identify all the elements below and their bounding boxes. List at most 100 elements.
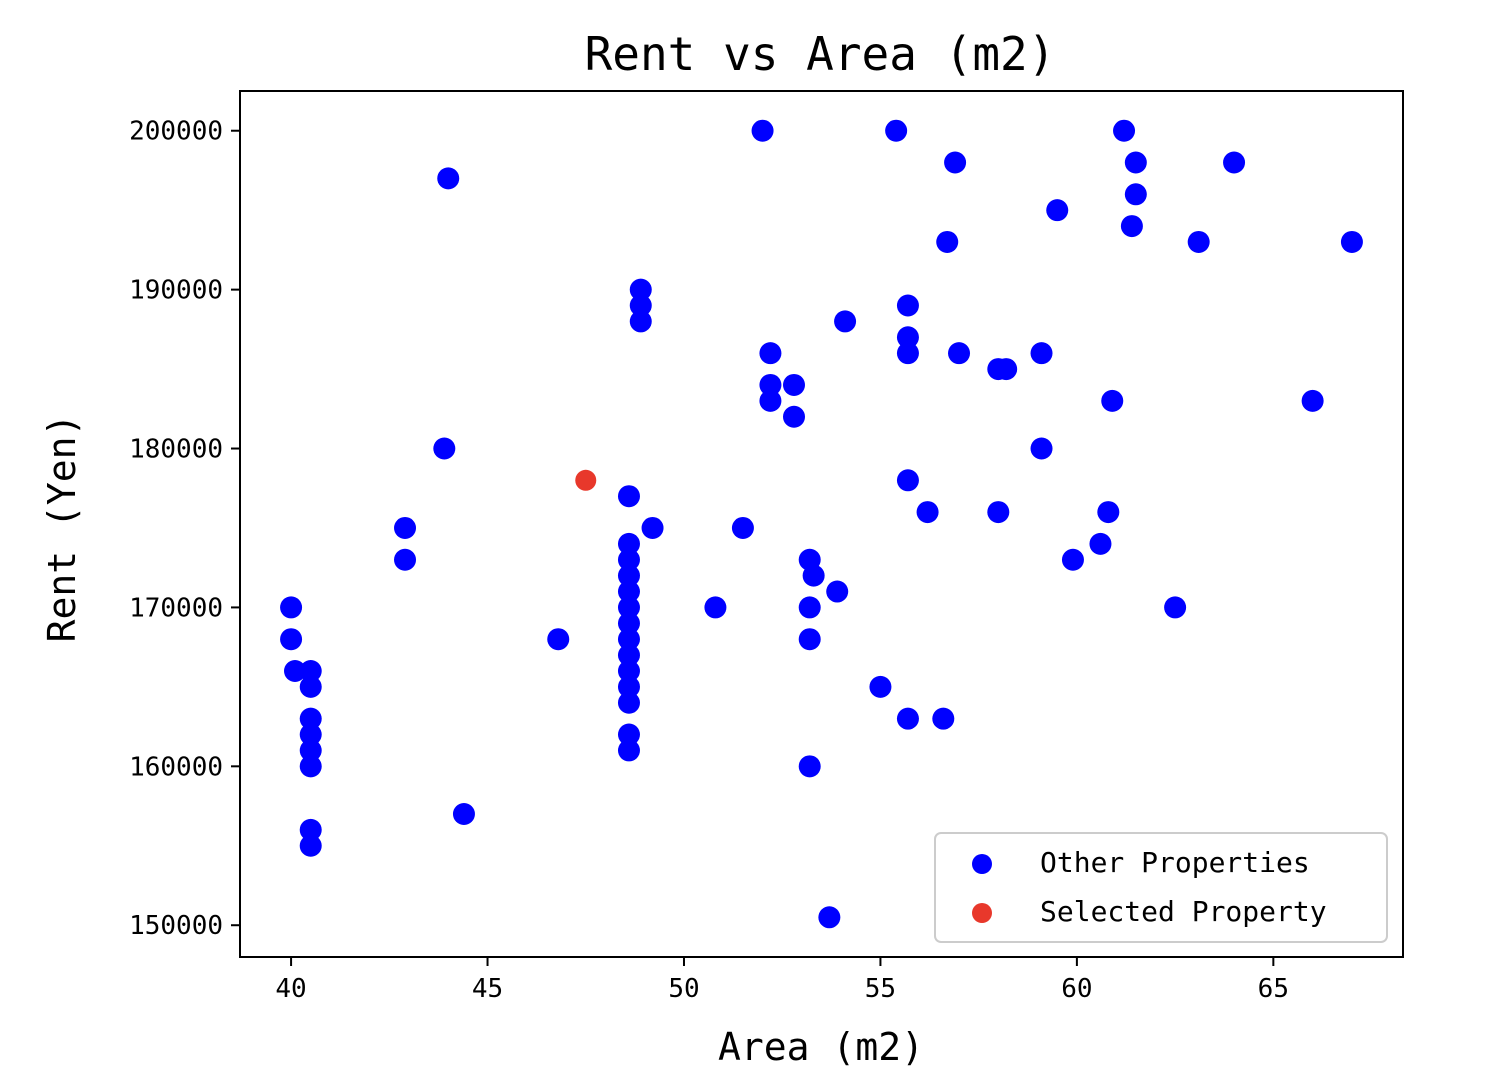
data-point-other bbox=[782, 405, 805, 428]
data-point-other bbox=[299, 739, 322, 762]
legend-marker-selected bbox=[972, 903, 992, 923]
data-point-other bbox=[617, 564, 640, 587]
data-point-other bbox=[759, 342, 782, 365]
data-point-other bbox=[280, 596, 303, 619]
data-point-other bbox=[629, 310, 652, 333]
data-point-selected bbox=[575, 469, 597, 491]
y-tick-label: 170000 bbox=[129, 593, 223, 623]
legend-label-other: Other Properties bbox=[1040, 846, 1310, 879]
data-point-other bbox=[1187, 230, 1210, 253]
y-tick-label: 190000 bbox=[129, 276, 223, 306]
data-point-other bbox=[995, 358, 1018, 381]
data-point-other bbox=[617, 532, 640, 555]
data-point-other bbox=[944, 151, 967, 174]
x-tick-label: 45 bbox=[472, 974, 503, 1004]
data-point-other bbox=[1340, 230, 1363, 253]
x-axis: 40 45 50 55 60 65 bbox=[275, 957, 1289, 1004]
data-point-other bbox=[1164, 596, 1187, 619]
data-point-other bbox=[1223, 151, 1246, 174]
data-point-other bbox=[987, 501, 1010, 524]
legend-marker-other bbox=[972, 854, 992, 874]
data-point-other bbox=[617, 580, 640, 603]
data-point-other bbox=[798, 596, 821, 619]
data-point-other bbox=[896, 707, 919, 730]
data-point-other bbox=[617, 596, 640, 619]
data-point-other bbox=[617, 675, 640, 698]
data-point-other bbox=[896, 326, 919, 349]
data-point-other bbox=[802, 564, 825, 587]
plot-area bbox=[280, 119, 1363, 929]
data-point-other bbox=[299, 834, 322, 857]
data-point-other bbox=[896, 469, 919, 492]
y-axis: 150000 160000 170000 180000 190000 200000 bbox=[129, 117, 240, 941]
data-point-other bbox=[782, 373, 805, 396]
data-point-other bbox=[617, 691, 640, 714]
data-point-other bbox=[629, 278, 652, 301]
data-point-other bbox=[299, 659, 322, 682]
data-point-other bbox=[433, 437, 456, 460]
x-tick-label: 55 bbox=[865, 974, 896, 1004]
y-tick-label: 150000 bbox=[129, 911, 223, 941]
plot-frame bbox=[239, 90, 1404, 958]
data-point-other bbox=[932, 707, 955, 730]
data-point-other bbox=[896, 294, 919, 317]
data-point-other bbox=[826, 580, 849, 603]
x-tick-label: 60 bbox=[1061, 974, 1092, 1004]
data-point-other bbox=[547, 628, 570, 651]
data-point-other bbox=[759, 389, 782, 412]
data-point-other bbox=[617, 644, 640, 667]
x-axis-label: Area (m2) bbox=[718, 1025, 924, 1069]
data-point-other bbox=[759, 373, 782, 396]
data-point-other bbox=[916, 501, 939, 524]
data-point-other bbox=[704, 596, 727, 619]
data-point-other bbox=[617, 485, 640, 508]
data-point-other bbox=[1301, 389, 1324, 412]
data-point-other bbox=[1030, 437, 1053, 460]
chart-title: Rent vs Area (m2) bbox=[585, 27, 1056, 81]
data-point-other bbox=[1030, 342, 1053, 365]
data-point-other bbox=[299, 675, 322, 698]
y-axis-label: Rent (Yen) bbox=[40, 414, 84, 643]
data-point-other bbox=[394, 516, 417, 539]
data-point-other bbox=[617, 739, 640, 762]
y-tick-label: 160000 bbox=[129, 752, 223, 782]
x-tick-label: 40 bbox=[275, 974, 306, 1004]
data-point-other bbox=[1101, 389, 1124, 412]
data-point-other bbox=[629, 294, 652, 317]
data-point-other bbox=[299, 755, 322, 778]
legend-box bbox=[934, 832, 1388, 943]
data-point-other bbox=[731, 516, 754, 539]
y-tick-label: 200000 bbox=[129, 117, 223, 147]
x-tick-label: 65 bbox=[1258, 974, 1289, 1004]
data-point-other bbox=[936, 230, 959, 253]
data-point-other bbox=[641, 516, 664, 539]
data-point-other bbox=[798, 628, 821, 651]
data-point-other bbox=[299, 723, 322, 746]
data-point-other bbox=[1124, 183, 1147, 206]
data-point-other bbox=[617, 548, 640, 571]
data-point-other bbox=[299, 707, 322, 730]
data-point-other bbox=[1097, 501, 1120, 524]
data-point-other bbox=[617, 612, 640, 635]
legend-label-selected: Selected Property bbox=[1040, 895, 1327, 928]
x-tick-label: 50 bbox=[668, 974, 699, 1004]
data-point-other bbox=[1061, 548, 1084, 571]
data-point-other bbox=[751, 119, 774, 142]
data-point-other bbox=[818, 906, 841, 929]
data-point-other bbox=[1124, 151, 1147, 174]
data-point-other bbox=[798, 755, 821, 778]
data-point-other bbox=[1089, 532, 1112, 555]
data-point-other bbox=[1113, 119, 1136, 142]
data-point-other bbox=[452, 802, 475, 825]
data-point-other bbox=[896, 342, 919, 365]
data-point-other bbox=[617, 723, 640, 746]
data-point-other bbox=[834, 310, 857, 333]
y-tick-label: 180000 bbox=[129, 435, 223, 465]
data-point-other bbox=[284, 659, 307, 682]
data-point-other bbox=[280, 628, 303, 651]
data-point-other bbox=[394, 548, 417, 571]
data-point-other bbox=[299, 818, 322, 841]
data-point-other bbox=[617, 659, 640, 682]
data-point-other bbox=[1046, 199, 1069, 222]
